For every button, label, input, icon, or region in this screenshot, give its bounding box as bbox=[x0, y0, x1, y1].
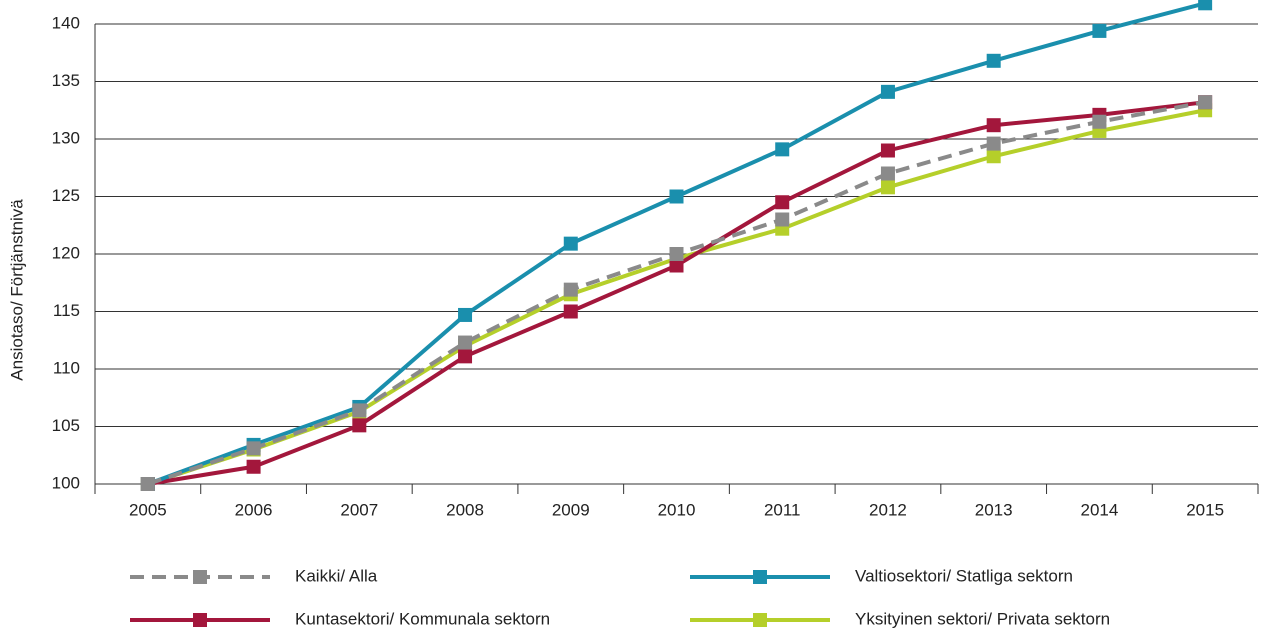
data-point bbox=[352, 403, 367, 418]
legend-label: Kuntasektori/ Kommunala sektorn bbox=[295, 609, 550, 628]
data-point bbox=[1198, 0, 1213, 11]
x-tick-label: 2009 bbox=[552, 500, 590, 519]
data-point bbox=[880, 143, 895, 158]
data-point bbox=[775, 142, 790, 157]
data-point bbox=[669, 189, 684, 204]
x-tick-label: 2007 bbox=[340, 500, 378, 519]
data-point bbox=[246, 459, 261, 474]
legend-label: Valtiosektori/ Statliga sektorn bbox=[855, 566, 1073, 585]
y-tick-label: 125 bbox=[52, 186, 80, 205]
legend-marker bbox=[753, 613, 767, 627]
y-tick-label: 120 bbox=[52, 243, 80, 262]
data-point bbox=[1092, 23, 1107, 38]
y-tick-label: 100 bbox=[52, 473, 80, 492]
data-point bbox=[986, 149, 1001, 164]
legend-marker bbox=[193, 613, 207, 627]
y-tick-label: 115 bbox=[53, 301, 80, 320]
data-point bbox=[563, 282, 578, 297]
data-point bbox=[669, 258, 684, 273]
legend-marker bbox=[753, 570, 767, 584]
data-point bbox=[669, 247, 684, 261]
series-line bbox=[147, 1, 1206, 486]
x-tick-label: 2008 bbox=[446, 500, 484, 519]
x-tick-label: 2010 bbox=[658, 500, 696, 519]
data-point bbox=[986, 118, 1001, 133]
y-tick-label: 105 bbox=[52, 416, 80, 435]
x-tick-label: 2011 bbox=[764, 500, 801, 519]
data-point bbox=[140, 477, 155, 491]
legend-label: Kaikki/ Alla bbox=[295, 566, 378, 585]
data-point bbox=[458, 307, 473, 322]
y-tick-label: 140 bbox=[52, 13, 80, 32]
y-axis-label: Ansiotaso/ Förtjänstnivä bbox=[7, 199, 26, 381]
data-point bbox=[1092, 114, 1107, 129]
x-tick-label: 2013 bbox=[975, 500, 1013, 519]
data-point bbox=[775, 212, 790, 227]
data-point bbox=[880, 180, 895, 195]
x-tick-label: 2012 bbox=[869, 500, 907, 519]
data-point bbox=[246, 441, 261, 456]
data-point bbox=[1198, 95, 1213, 110]
x-tick-label: 2005 bbox=[129, 500, 167, 519]
y-tick-label: 130 bbox=[52, 128, 80, 147]
data-point bbox=[775, 195, 790, 210]
y-tick-label: 110 bbox=[53, 358, 80, 377]
y-tick-label: 135 bbox=[52, 71, 80, 90]
data-point bbox=[458, 335, 473, 350]
x-tick-label: 2015 bbox=[1186, 500, 1224, 519]
legend-marker bbox=[193, 570, 207, 584]
data-point bbox=[880, 84, 895, 99]
data-point bbox=[986, 136, 1001, 151]
data-point bbox=[563, 304, 578, 319]
data-point bbox=[986, 53, 1001, 68]
data-point bbox=[458, 349, 473, 364]
x-tick-label: 2006 bbox=[235, 500, 273, 519]
data-point bbox=[563, 236, 578, 251]
data-point bbox=[352, 418, 367, 433]
x-tick-label: 2014 bbox=[1080, 500, 1118, 519]
data-point bbox=[880, 166, 895, 181]
legend-label: Yksityinen sektori/ Privata sektorn bbox=[855, 609, 1110, 628]
